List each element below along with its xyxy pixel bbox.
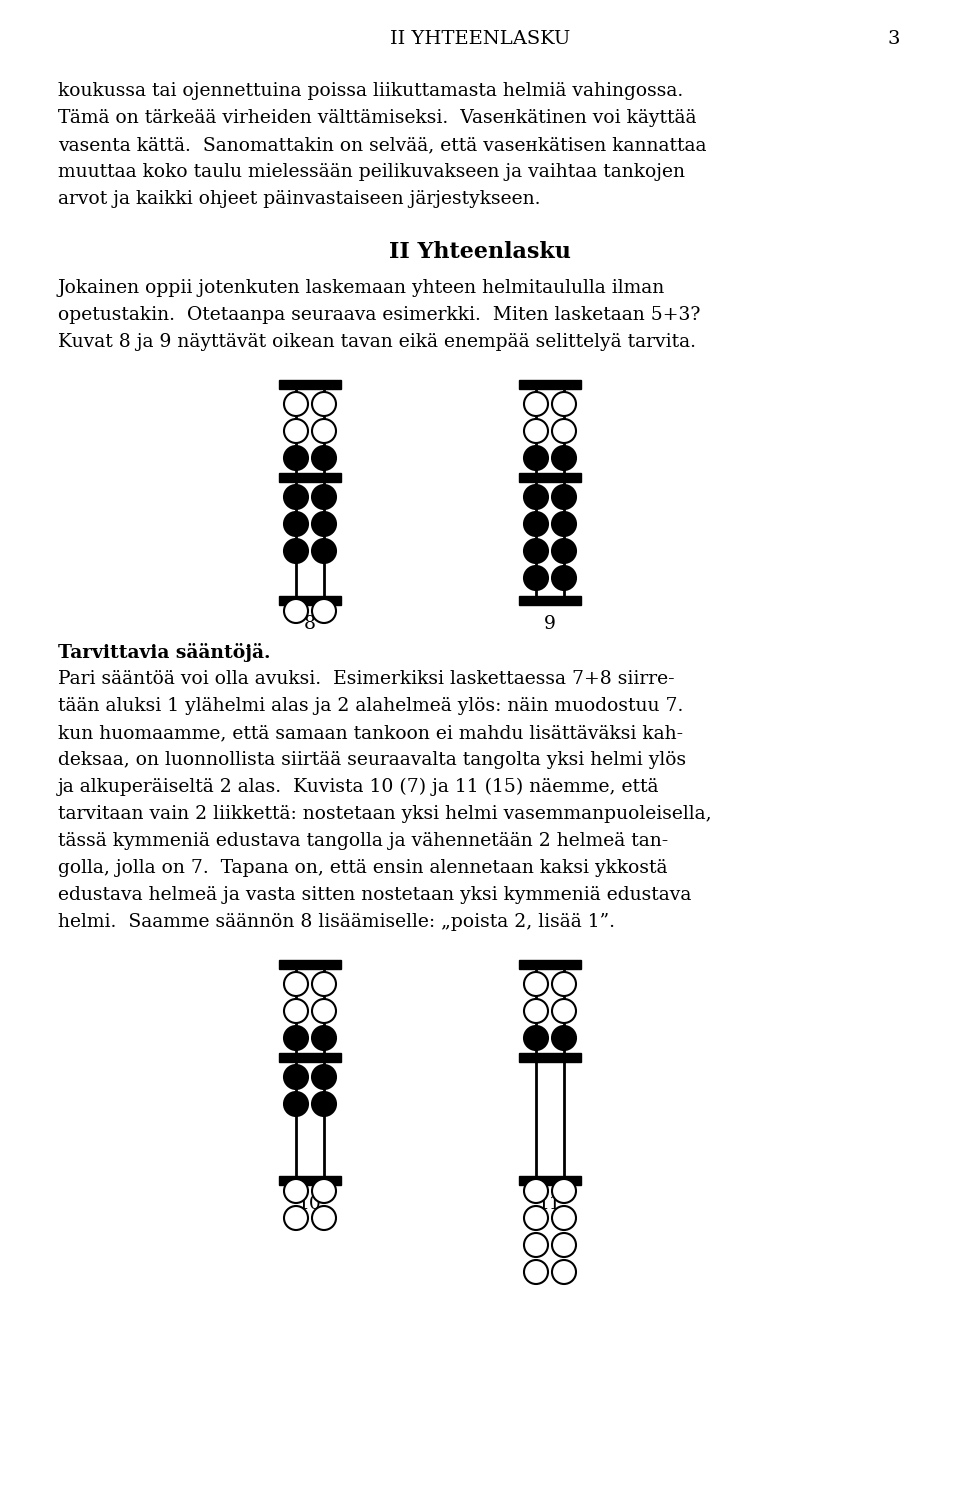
Circle shape xyxy=(284,393,308,417)
Text: 3: 3 xyxy=(887,30,900,48)
Circle shape xyxy=(312,1025,336,1049)
Bar xyxy=(519,959,581,968)
Bar xyxy=(279,1052,341,1061)
Circle shape xyxy=(284,1064,308,1088)
Circle shape xyxy=(524,513,548,537)
Circle shape xyxy=(284,486,308,510)
Circle shape xyxy=(524,486,548,510)
Circle shape xyxy=(524,1180,548,1204)
Circle shape xyxy=(552,393,576,417)
Text: tään aluksi 1 ylähelmi alas ja 2 alahelmeä ylös: näin muodostuu 7.: tään aluksi 1 ylähelmi alas ja 2 alahelm… xyxy=(58,697,684,715)
Circle shape xyxy=(284,1091,308,1115)
Bar xyxy=(519,1177,581,1186)
Circle shape xyxy=(552,513,576,537)
Text: 9: 9 xyxy=(544,615,556,633)
Bar xyxy=(519,474,581,483)
Text: Tarvittavia sääntöjä.: Tarvittavia sääntöjä. xyxy=(58,643,271,663)
Circle shape xyxy=(524,1234,548,1258)
Text: tässä kymmeniä edustava tangolla ja vähennetään 2 helmeä tan-: tässä kymmeniä edustava tangolla ja vähe… xyxy=(58,832,668,850)
Circle shape xyxy=(312,420,336,444)
Text: Kuvat 8 ja 9 näyttävät oikean tavan eikä enempää selittelyä tarvita.: Kuvat 8 ja 9 näyttävät oikean tavan eikä… xyxy=(58,333,696,351)
Text: II Yhteenlasku: II Yhteenlasku xyxy=(389,241,571,262)
Bar xyxy=(519,1052,581,1061)
Circle shape xyxy=(284,998,308,1022)
Text: golla, jolla on 7.  Tapana on, että ensin alennetaan kaksi ykkostä: golla, jolla on 7. Tapana on, että ensin… xyxy=(58,859,667,877)
Circle shape xyxy=(524,998,548,1022)
Text: Pari sääntöä voi olla avuksi.  Esimerkiksi laskettaessa 7+8 siirre-: Pari sääntöä voi olla avuksi. Esimerkiks… xyxy=(58,670,675,688)
Text: arvot ja kaikki ohjeet päinvastaiseen järjestykseen.: arvot ja kaikki ohjeet päinvastaiseen jä… xyxy=(58,190,540,208)
Circle shape xyxy=(284,420,308,444)
Circle shape xyxy=(552,971,576,995)
Circle shape xyxy=(312,1207,336,1231)
Text: 8: 8 xyxy=(304,615,316,633)
Circle shape xyxy=(284,1180,308,1204)
Circle shape xyxy=(284,540,308,564)
Circle shape xyxy=(552,486,576,510)
Circle shape xyxy=(312,393,336,417)
Circle shape xyxy=(524,971,548,995)
Text: kun huomaamme, että samaan tankoon ei mahdu lisättäväksi kah-: kun huomaamme, että samaan tankoon ei ma… xyxy=(58,724,684,742)
Circle shape xyxy=(524,447,548,471)
Circle shape xyxy=(312,1180,336,1204)
Bar xyxy=(279,1177,341,1186)
Circle shape xyxy=(552,540,576,564)
Circle shape xyxy=(552,447,576,471)
Circle shape xyxy=(524,393,548,417)
Bar xyxy=(279,597,341,606)
Circle shape xyxy=(312,600,336,624)
Text: vasenta kättä.  Sanomattakin on selvää, että vasенkätisen kannattaa: vasenta kättä. Sanomattakin on selvää, e… xyxy=(58,136,707,154)
Circle shape xyxy=(284,513,308,537)
Text: Jokainen oppii jotenkuten laskemaan yhteen helmitaululla ilman: Jokainen oppii jotenkuten laskemaan yhte… xyxy=(58,279,665,297)
Text: ja alkuperäiseltä 2 alas.  Kuvista 10 (7) ja 11 (15) näemme, että: ja alkuperäiseltä 2 alas. Kuvista 10 (7)… xyxy=(58,778,660,796)
Circle shape xyxy=(552,998,576,1022)
Circle shape xyxy=(524,540,548,564)
Circle shape xyxy=(312,540,336,564)
Text: deksaa, on luonnollista siirtää seuraavalta tangolta yksi helmi ylös: deksaa, on luonnollista siirtää seuraava… xyxy=(58,751,686,769)
Text: edustava helmeä ja vasta sitten nostetaan yksi kymmeniä edustava: edustava helmeä ja vasta sitten nostetaa… xyxy=(58,886,691,904)
Text: koukussa tai ojennettuina poissa liikuttamasta helmiä vahingossa.: koukussa tai ojennettuina poissa liikutt… xyxy=(58,82,684,100)
Circle shape xyxy=(284,447,308,471)
Bar xyxy=(279,959,341,968)
Bar xyxy=(279,474,341,483)
Circle shape xyxy=(284,600,308,624)
Text: opetustakin.  Otetaanpa seuraava esimerkki.  Miten lasketaan 5+3?: opetustakin. Otetaanpa seuraava esimerkk… xyxy=(58,306,701,324)
Circle shape xyxy=(552,567,576,591)
Text: 10: 10 xyxy=(298,1195,322,1213)
Circle shape xyxy=(284,1025,308,1049)
Text: Tämä on tärkeää virheiden välttämiseksi.  Vasенkätinen voi käyttää: Tämä on tärkeää virheiden välttämiseksi.… xyxy=(58,109,697,127)
Circle shape xyxy=(312,1064,336,1088)
Circle shape xyxy=(524,567,548,591)
Circle shape xyxy=(552,1261,576,1285)
Text: tarvitaan vain 2 liikkettä: nostetaan yksi helmi vasemmanpuoleisella,: tarvitaan vain 2 liikkettä: nostetaan yk… xyxy=(58,805,711,823)
Circle shape xyxy=(312,1091,336,1115)
Text: 11: 11 xyxy=(539,1195,562,1213)
Circle shape xyxy=(312,971,336,995)
Circle shape xyxy=(284,1207,308,1231)
Circle shape xyxy=(524,1025,548,1049)
Circle shape xyxy=(524,1207,548,1231)
Circle shape xyxy=(284,971,308,995)
Circle shape xyxy=(312,998,336,1022)
Bar xyxy=(519,597,581,606)
Circle shape xyxy=(312,486,336,510)
Circle shape xyxy=(552,1234,576,1258)
Text: II YHTEENLASKU: II YHTEENLASKU xyxy=(390,30,570,48)
Circle shape xyxy=(312,513,336,537)
Bar xyxy=(279,381,341,390)
Bar xyxy=(519,381,581,390)
Circle shape xyxy=(524,1261,548,1285)
Circle shape xyxy=(552,1207,576,1231)
Circle shape xyxy=(552,1180,576,1204)
Circle shape xyxy=(552,420,576,444)
Text: muuttaa koko taulu mielessään peilikuvakseen ja vaihtaa tankojen: muuttaa koko taulu mielessään peilikuvak… xyxy=(58,163,685,181)
Circle shape xyxy=(552,1025,576,1049)
Circle shape xyxy=(524,420,548,444)
Circle shape xyxy=(312,447,336,471)
Text: helmi.  Saamme säännön 8 lisäämiselle: „poista 2, lisää 1”.: helmi. Saamme säännön 8 lisäämiselle: „p… xyxy=(58,913,615,931)
